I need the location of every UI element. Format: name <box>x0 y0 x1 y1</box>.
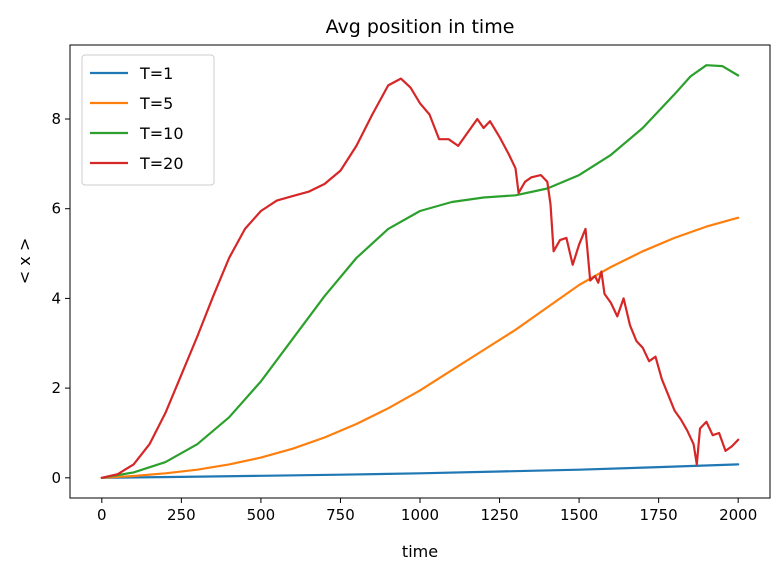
legend-label: T=1 <box>139 64 173 83</box>
x-tick-label: 250 <box>167 506 196 524</box>
series-line-t-5 <box>100 216 740 479</box>
series-line-t-20 <box>100 77 740 479</box>
x-tick-label: 2000 <box>719 506 757 524</box>
x-axis: 0 250 500 750 1000 1250 1500 1750 2000 <box>97 498 757 524</box>
x-tick-label: 0 <box>97 506 107 524</box>
legend-box <box>81 54 215 186</box>
x-tick-label: 750 <box>326 506 355 524</box>
x-tick-label: 1250 <box>480 506 518 524</box>
legend: T=1 T=5 T=10 T=20 <box>81 54 215 186</box>
y-tick-label: 0 <box>51 469 61 487</box>
legend-label: T=10 <box>139 124 184 143</box>
x-tick-label: 1750 <box>640 506 678 524</box>
x-axis-label: time <box>402 542 438 561</box>
x-tick-label: 500 <box>247 506 276 524</box>
y-tick-label: 4 <box>51 289 61 307</box>
y-tick-label: 6 <box>51 200 61 218</box>
chart-title: Avg position in time <box>326 16 515 38</box>
series-line-t-1 <box>100 463 740 479</box>
legend-label: T=5 <box>139 94 173 113</box>
y-axis: 0 2 4 6 8 <box>51 110 70 487</box>
series-layer <box>100 64 740 479</box>
y-tick-label: 2 <box>51 379 61 397</box>
series-line-t-10 <box>100 64 740 479</box>
x-tick-label: 1500 <box>560 506 598 524</box>
legend-label: T=20 <box>139 154 184 173</box>
y-tick-label: 8 <box>51 110 61 128</box>
x-tick-label: 1000 <box>401 506 439 524</box>
y-axis-label: < x > <box>15 238 34 284</box>
